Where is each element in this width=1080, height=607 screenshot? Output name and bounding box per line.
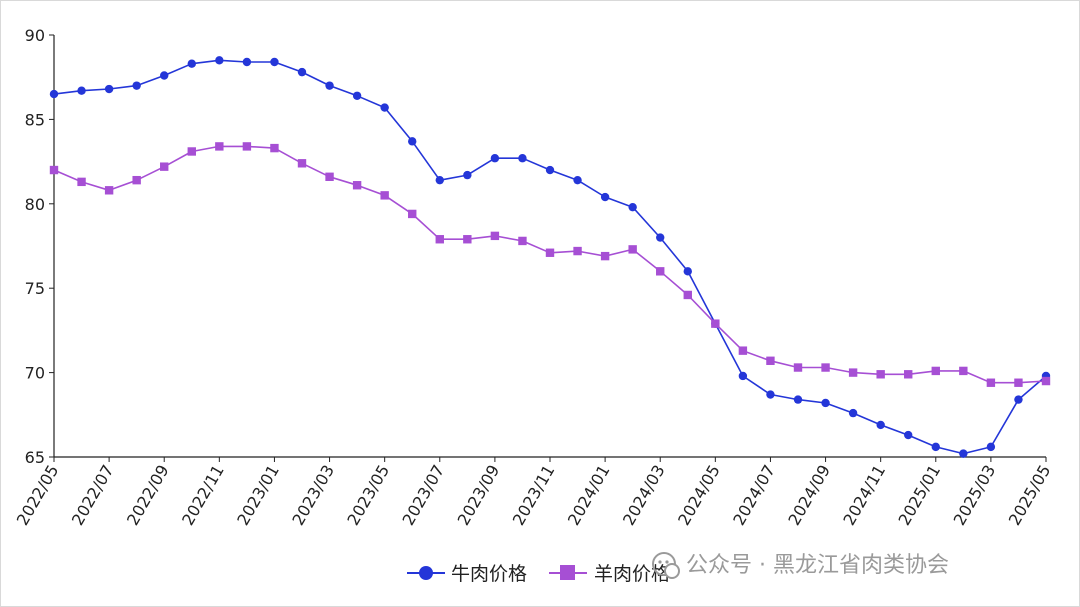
data-point[interactable] [766, 390, 775, 399]
data-point[interactable] [1014, 395, 1023, 404]
legend-label-mutton: 羊肉价格 [594, 563, 670, 585]
data-point[interactable] [793, 395, 803, 404]
data-point[interactable] [463, 235, 472, 244]
data-point[interactable] [132, 175, 141, 185]
data-point[interactable] [490, 231, 500, 241]
data-point[interactable] [1041, 376, 1051, 386]
data-point[interactable] [435, 235, 444, 244]
data-point[interactable] [821, 363, 830, 372]
data-point[interactable] [931, 366, 940, 376]
data-point[interactable] [518, 236, 527, 246]
legend: 牛肉价格 羊肉价格 [407, 563, 670, 585]
data-point[interactable] [738, 371, 748, 381]
series-layer [49, 56, 1051, 458]
data-point[interactable] [545, 248, 555, 257]
data-point[interactable] [242, 142, 252, 151]
data-point[interactable] [132, 81, 141, 90]
data-point[interactable] [683, 290, 692, 300]
data-point[interactable] [380, 191, 389, 200]
data-point[interactable] [959, 449, 968, 458]
data-point[interactable] [242, 57, 252, 67]
legend-marker-beef [419, 566, 433, 580]
data-point[interactable] [683, 267, 692, 276]
data-point[interactable] [848, 408, 858, 418]
watermark: 公众号 · 黑龙江省肉类协会 [652, 552, 949, 579]
y-tick-label: 80 [25, 195, 45, 214]
data-point[interactable] [738, 346, 748, 355]
legend-marker-mutton [560, 565, 575, 580]
y-tick-label: 70 [25, 364, 45, 383]
data-point[interactable] [408, 209, 417, 219]
data-point[interactable] [325, 81, 334, 90]
y-tick-label: 65 [25, 448, 45, 467]
data-point[interactable] [628, 245, 637, 254]
data-point[interactable] [904, 430, 913, 440]
data-point[interactable] [821, 398, 830, 408]
y-tick-label: 85 [25, 110, 45, 129]
data-point[interactable] [545, 165, 555, 175]
data-point[interactable] [793, 363, 803, 372]
data-point[interactable] [160, 162, 169, 171]
data-point[interactable] [325, 172, 334, 181]
data-point[interactable] [931, 442, 940, 452]
series-mutton [49, 142, 1051, 387]
data-point[interactable] [270, 57, 279, 67]
data-point[interactable] [187, 147, 196, 156]
wechat-official-account-icon [652, 552, 680, 579]
data-point[interactable] [270, 143, 279, 153]
data-point[interactable] [463, 170, 472, 180]
data-point[interactable] [518, 154, 527, 163]
legend-label-beef: 牛肉价格 [451, 563, 527, 585]
data-point[interactable] [876, 370, 885, 379]
data-point[interactable] [573, 175, 582, 185]
data-point[interactable] [959, 366, 968, 376]
data-point[interactable] [600, 251, 610, 261]
data-point[interactable] [352, 181, 362, 190]
data-point[interactable] [215, 56, 224, 65]
data-point[interactable] [573, 246, 582, 256]
data-point[interactable] [986, 378, 996, 387]
data-point[interactable] [766, 356, 775, 365]
data-point[interactable] [435, 175, 444, 185]
data-point[interactable] [49, 165, 59, 175]
data-point[interactable] [1014, 378, 1023, 387]
data-point[interactable] [628, 202, 637, 212]
data-point[interactable] [77, 86, 86, 95]
data-point[interactable] [600, 192, 610, 202]
watermark-text: 公众号 · 黑龙江省肉类协会 [686, 553, 949, 578]
legend-item-mutton[interactable]: 羊肉价格 [549, 563, 670, 585]
data-point[interactable] [104, 84, 114, 94]
data-point[interactable] [490, 154, 500, 163]
data-point[interactable] [297, 67, 307, 77]
data-point[interactable] [408, 137, 417, 146]
data-point[interactable] [187, 59, 196, 68]
data-point[interactable] [104, 186, 114, 195]
data-point[interactable] [656, 267, 665, 276]
data-point[interactable] [848, 368, 858, 377]
data-point[interactable] [297, 159, 307, 168]
legend-item-beef[interactable]: 牛肉价格 [407, 563, 527, 585]
y-tick-label: 75 [25, 279, 45, 298]
data-point[interactable] [49, 89, 59, 99]
data-point[interactable] [160, 71, 169, 80]
data-point[interactable] [380, 103, 389, 112]
data-point[interactable] [904, 370, 913, 379]
data-point[interactable] [711, 319, 720, 328]
data-point[interactable] [77, 177, 86, 187]
y-tick-label: 90 [25, 26, 45, 45]
data-point[interactable] [656, 233, 665, 242]
data-point[interactable] [215, 142, 224, 151]
data-point[interactable] [876, 420, 885, 430]
data-point[interactable] [352, 91, 362, 100]
data-point[interactable] [986, 442, 996, 452]
